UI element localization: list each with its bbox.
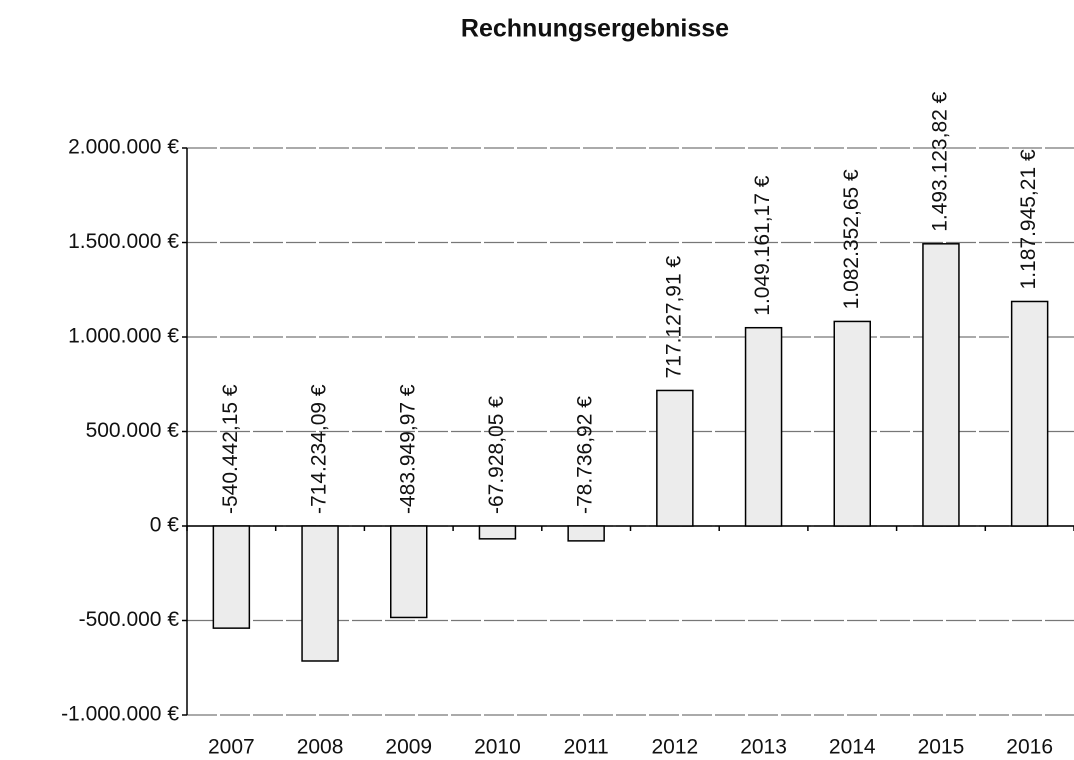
value-label: 1.187.945,21 € [1017, 149, 1040, 289]
bar [567, 525, 605, 542]
x-tick-label: 2007 [208, 736, 255, 759]
x-tick-label: 2014 [829, 736, 876, 759]
x-tick-label: 2015 [918, 736, 965, 759]
y-tick-label: -1.000.000 € [61, 703, 179, 726]
bar [656, 389, 694, 527]
value-label: 1.493.123,82 € [928, 91, 951, 231]
x-tick-label: 2016 [1006, 736, 1053, 759]
y-tick-label: 1.000.000 € [68, 325, 179, 348]
bar [922, 243, 960, 527]
value-label: -67.928,05 € [485, 396, 508, 514]
chart-title: Rechnungsergebnisse [461, 15, 729, 43]
y-tick-label: 2.000.000 € [68, 136, 179, 159]
value-label: -483.949,97 € [396, 384, 419, 514]
x-tick-label: 2011 [564, 736, 609, 759]
bar [301, 525, 339, 662]
y-tick-label: -500.000 € [79, 608, 180, 631]
bar [1010, 300, 1049, 527]
bar [212, 525, 251, 629]
y-tick-label: 500.000 € [86, 419, 180, 442]
bar [744, 326, 783, 527]
x-tick-label: 2013 [740, 736, 787, 759]
value-label: 1.049.161,17 € [751, 175, 774, 315]
y-tick-label: 1.500.000 € [68, 230, 179, 253]
x-tick-label: 2010 [474, 736, 521, 759]
value-label: -78.736,92 € [574, 396, 597, 514]
y-tick-label: 0 € [150, 514, 180, 537]
value-label: -714.234,09 € [308, 384, 331, 514]
bar [833, 320, 871, 527]
value-label: 1.082.352,65 € [840, 169, 863, 309]
bar [390, 525, 428, 619]
bar [478, 525, 517, 540]
value-label: -540.442,15 € [219, 384, 242, 514]
value-label: 717.127,91 € [662, 256, 685, 379]
x-tick-label: 2009 [385, 736, 432, 759]
x-tick-label: 2008 [297, 736, 344, 759]
x-tick-label: 2012 [651, 736, 698, 759]
